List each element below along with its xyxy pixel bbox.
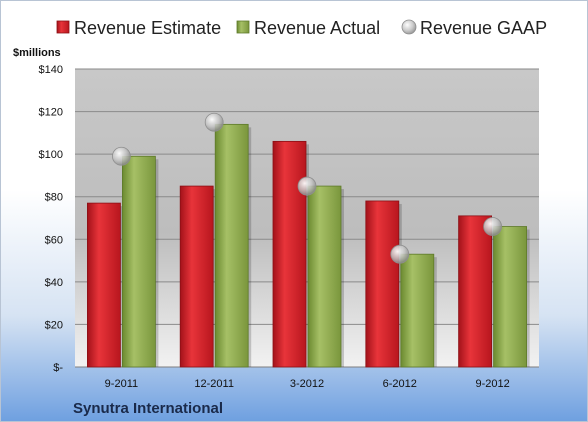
gaap-markers <box>112 112 503 264</box>
x-tick-label: 3-2012 <box>290 378 324 390</box>
marker-revenue-gaap <box>204 112 224 132</box>
y-tick-label: $40 <box>45 277 63 289</box>
x-tick-label: 9-2011 <box>105 378 138 390</box>
bar-revenue-estimate <box>458 215 493 368</box>
bar-revenue-actual <box>307 185 342 368</box>
bar-revenue-actual <box>214 123 249 368</box>
legend-swatch <box>56 20 70 34</box>
x-tick-label: 6-2012 <box>383 378 417 390</box>
y-axis-ticks: $- $20 $40 $60 $80 $100 $120 $140 <box>39 64 64 374</box>
bar-revenue-actual <box>493 226 528 368</box>
x-tick-label: 12-2011 <box>194 378 234 390</box>
bar-revenue-estimate <box>272 140 307 368</box>
bar-revenue-estimate <box>365 200 400 368</box>
y-tick-label: $20 <box>45 319 63 331</box>
bars <box>87 123 530 368</box>
bar-revenue-estimate <box>87 202 121 368</box>
legend-label: Revenue Estimate <box>74 18 221 38</box>
legend-swatch <box>401 19 417 35</box>
marker-revenue-gaap <box>483 217 503 236</box>
y-tick-label: $- <box>53 362 63 374</box>
y-tick-label: $120 <box>39 107 63 119</box>
legend-label: Revenue GAAP <box>420 18 547 38</box>
legend: Revenue Estimate Revenue Actual Revenue GA… <box>56 18 547 38</box>
marker-revenue-gaap <box>112 146 131 166</box>
marker-revenue-gaap <box>297 176 317 196</box>
legend-swatch <box>236 20 250 34</box>
bar-revenue-actual <box>400 253 435 368</box>
y-tick-label: $60 <box>45 234 63 246</box>
x-axis-ticks: 9-2011 12-2011 3-2012 6-2012 9-2012 <box>105 378 510 390</box>
legend-label: Revenue Actual <box>254 18 380 38</box>
y-axis-unit-label: $millions <box>13 47 61 59</box>
marker-revenue-gaap <box>390 244 410 264</box>
x-tick-label: 9-2012 <box>475 378 509 390</box>
y-tick-label: $80 <box>45 192 63 204</box>
company-name: Synutra International <box>73 400 223 417</box>
y-tick-label: $100 <box>39 149 63 161</box>
y-tick-label: $140 <box>39 64 63 76</box>
bar-revenue-actual <box>122 155 156 368</box>
bar-revenue-estimate <box>179 185 214 368</box>
